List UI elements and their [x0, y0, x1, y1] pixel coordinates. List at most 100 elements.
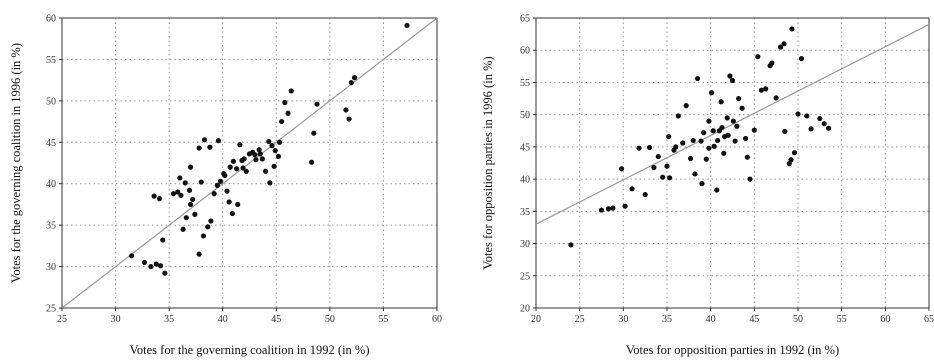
left-x-tick-label: 45: [271, 314, 281, 325]
right-data-point: [781, 41, 787, 47]
right-x-tick-label: 45: [749, 314, 759, 325]
right-data-point: [730, 118, 736, 124]
right-data-point: [727, 73, 733, 79]
right-data-point: [610, 205, 616, 211]
right-data-point: [636, 145, 642, 151]
left-y-tick-label: 50: [46, 96, 56, 107]
right-data-point: [747, 176, 753, 182]
left-data-point: [227, 164, 233, 170]
right-data-point: [683, 103, 689, 109]
left-data-point: [311, 130, 317, 136]
right-data-point: [711, 143, 717, 149]
left-data-point: [215, 138, 222, 144]
left-data-point: [214, 182, 220, 188]
right-data-point: [629, 186, 635, 192]
right-y-tick-label: 50: [520, 110, 530, 121]
left-x-tick-label: 60: [432, 314, 442, 325]
left-data-point: [256, 147, 262, 153]
left-y-tick-label: 35: [46, 221, 56, 232]
left-data-point: [285, 110, 291, 116]
left-data-point: [141, 259, 148, 266]
left-x-tick-label: 55: [378, 314, 388, 325]
left-data-point: [275, 153, 282, 159]
right-x-tick-label: 55: [837, 314, 847, 325]
right-data-point: [687, 155, 694, 162]
right-x-tick-label: 60: [880, 314, 890, 325]
left-data-point: [235, 201, 241, 208]
left-data-point: [129, 253, 135, 259]
left-data-point: [243, 168, 249, 174]
right-data-point: [642, 191, 648, 198]
left-x-tick-label: 50: [325, 314, 335, 325]
left-data-point: [237, 142, 243, 148]
right-data-point: [719, 124, 725, 131]
left-data-point: [266, 138, 272, 145]
right-data-point: [667, 175, 673, 181]
right-x-tick-label: 20: [531, 314, 541, 325]
left-data-point: [346, 116, 352, 122]
right-y-axis-label: Votes for opposition parties in 1996 (in…: [481, 56, 495, 269]
right-data-point: [708, 90, 715, 96]
right-data-point: [706, 118, 712, 124]
right-data-point: [758, 87, 764, 93]
right-x-tick-label: 30: [618, 314, 628, 325]
left-data-point: [282, 99, 288, 106]
right-data-point: [622, 203, 628, 209]
right-data-point: [692, 171, 698, 177]
left-data-point: [239, 157, 245, 164]
left-data-point: [175, 189, 181, 195]
left-data-point: [262, 168, 269, 174]
right-data-point: [729, 77, 736, 84]
left-data-point: [198, 179, 204, 185]
left-data-point: [288, 88, 294, 94]
right-data-point: [675, 113, 681, 119]
left-data-point: [217, 178, 224, 184]
right-data-point: [715, 137, 721, 144]
right-data-point: [736, 95, 742, 102]
right-scatter-panel: 20 25 30 35 40 45 50 55 60 65 20 25 30 35 40 45 50 55 60 65…: [470, 0, 934, 361]
left-x-tick-label: 25: [57, 314, 67, 325]
right-x-tick-label: 50: [793, 314, 803, 325]
right-data-point: [788, 157, 794, 163]
left-data-point: [186, 187, 193, 193]
left-data-point: [196, 145, 202, 151]
left-data-point: [148, 263, 154, 270]
right-data-point: [568, 242, 574, 248]
left-data-point: [207, 144, 213, 150]
left-data-point: [200, 233, 207, 239]
left-data-point: [351, 75, 358, 81]
right-data-point: [710, 128, 716, 134]
left-data-point: [252, 152, 258, 158]
left-scatter-panel: 25 30 35 40 45 50 55 60 25 30 35 40 45 50 55 60 Votes fo…: [0, 0, 460, 361]
right-data-point: [690, 137, 696, 144]
right-data-point: [791, 150, 798, 156]
left-data-point: [240, 165, 246, 171]
left-y-tick-label: 55: [46, 55, 56, 66]
left-y-tick-label: 25: [46, 304, 56, 315]
right-data-point: [718, 99, 724, 105]
left-data-point: [153, 261, 159, 267]
left-data-point: [267, 180, 273, 186]
right-data-point: [699, 181, 705, 187]
left-data-point: [180, 226, 186, 232]
right-y-tick-label: 20: [520, 304, 530, 315]
right-data-point: [655, 153, 661, 160]
left-y-tick-label: 60: [46, 14, 56, 25]
left-data-point: [211, 191, 217, 197]
right-reference-line: [536, 23, 929, 225]
right-data-point: [795, 111, 801, 117]
right-data-point: [763, 86, 769, 92]
left-data-point: [343, 107, 349, 113]
left-data-point: [190, 196, 196, 203]
right-data-point: [786, 161, 792, 167]
right-data-point: [646, 144, 653, 151]
left-data-point: [253, 157, 259, 163]
right-data-point: [777, 44, 784, 50]
right-y-tick-label: 25: [520, 271, 530, 282]
right-x-tick-label: 40: [706, 314, 716, 325]
left-plot-frame: [61, 17, 438, 309]
right-data-point: [808, 126, 814, 132]
left-data-point: [208, 218, 214, 224]
left-data-point: [309, 159, 315, 165]
left-data-point: [222, 172, 228, 179]
